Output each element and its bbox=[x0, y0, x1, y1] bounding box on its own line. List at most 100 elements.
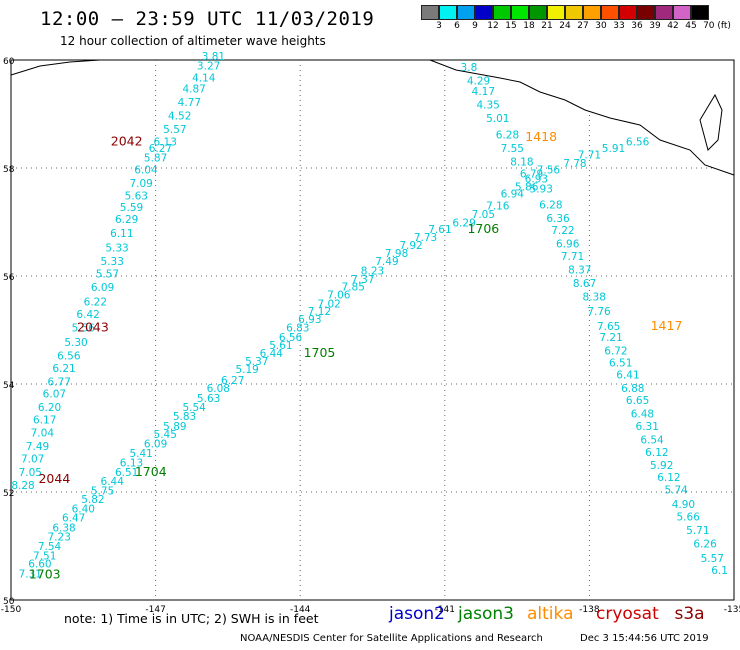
swh-value: 6.20 bbox=[38, 402, 61, 414]
scale-swatch bbox=[439, 5, 457, 20]
swh-value: 7.49 bbox=[26, 441, 49, 453]
scale-label: 33 bbox=[613, 21, 625, 31]
swh-value: 6.04 bbox=[134, 164, 158, 176]
swh-value: 6.28 bbox=[539, 200, 562, 212]
swh-value: 5.33 bbox=[101, 256, 124, 268]
swh-value: 7.06 bbox=[327, 290, 351, 302]
swh-value: 6.42 bbox=[76, 309, 99, 321]
swh-value: 7.65 bbox=[597, 321, 620, 333]
swh-value: 5.01 bbox=[486, 113, 509, 125]
swh-value: 8.23 bbox=[361, 265, 384, 277]
satellite-legend-cryosat: cryosat bbox=[596, 604, 659, 624]
scale-swatch bbox=[421, 5, 439, 20]
scale-swatch bbox=[673, 5, 691, 20]
footer-note: note: 1) Time is in UTC; 2) SWH is in fe… bbox=[64, 611, 319, 626]
lon-tick-label: -144 bbox=[290, 605, 311, 615]
swh-value: 5.30 bbox=[64, 337, 87, 349]
scale-swatch bbox=[601, 5, 619, 20]
scale-label: 36 bbox=[631, 21, 643, 31]
swh-value: 7.09 bbox=[129, 178, 152, 190]
timestamp-text: Dec 3 15:44:56 UTC 2019 bbox=[580, 633, 709, 644]
swh-value: 6.44 bbox=[101, 476, 125, 488]
swh-value: 8.67 bbox=[573, 278, 596, 290]
swh-value: 5.45 bbox=[154, 429, 177, 441]
swh-value: 4.29 bbox=[467, 75, 490, 87]
scale-label: 30 bbox=[595, 21, 607, 31]
swh-value: 7.12 bbox=[308, 306, 331, 318]
swh-value: 6.12 bbox=[657, 472, 680, 484]
swh-value: 5.75 bbox=[91, 486, 114, 498]
scale-swatch bbox=[637, 5, 655, 20]
swh-value: 6.08 bbox=[207, 383, 230, 395]
swh-value: 8.37 bbox=[568, 264, 591, 276]
swh-value: 3.8 bbox=[461, 62, 478, 74]
swh-value: 6.56 bbox=[279, 332, 303, 344]
swh-value: 6.54 bbox=[640, 434, 664, 446]
swh-value: 5.33 bbox=[105, 243, 128, 255]
swh-value: 6.38 bbox=[52, 522, 75, 534]
scale-label: 18 bbox=[523, 21, 535, 31]
scale-label: 6 bbox=[454, 21, 460, 31]
track-time-label: 1704 bbox=[135, 464, 167, 479]
swh-value: 6.29 bbox=[115, 214, 138, 226]
swh-value: 6.31 bbox=[636, 421, 659, 433]
track-time-label: 1706 bbox=[467, 221, 499, 236]
swh-value: 6.60 bbox=[28, 559, 51, 571]
satellite-legend-jason3: jason3 bbox=[458, 604, 514, 624]
swh-value: 6.13 bbox=[120, 458, 143, 470]
swh-value: 6.11 bbox=[110, 228, 133, 240]
swh-value: 7.23 bbox=[48, 532, 71, 544]
swh-value: 8.38 bbox=[583, 291, 606, 303]
alaska-coast bbox=[429, 59, 735, 176]
satellite-legend-altika: altika bbox=[527, 604, 574, 624]
lon-tick-label: -141 bbox=[435, 605, 455, 615]
swh-value: 6.09 bbox=[91, 282, 114, 294]
swh-value: 6.1 bbox=[711, 565, 728, 577]
swh-value: 5.83 bbox=[173, 411, 196, 423]
swh-value: 6.27 bbox=[221, 375, 244, 387]
swh-value: 6.26 bbox=[693, 539, 717, 551]
track-time-label: 2042 bbox=[111, 133, 143, 148]
swh-value: 7.71 bbox=[578, 149, 601, 161]
scale-label: 39 bbox=[649, 21, 661, 31]
swh-value: 6.28 bbox=[496, 129, 519, 141]
swh-value: 6.41 bbox=[616, 370, 639, 382]
swh-value: 4.35 bbox=[476, 100, 499, 112]
scale-swatch bbox=[565, 5, 583, 20]
lat-tick-label: 52 bbox=[3, 489, 14, 499]
scale-label: 15 bbox=[505, 21, 517, 31]
scale-swatch bbox=[691, 5, 709, 20]
swh-value: 5.82 bbox=[81, 494, 104, 506]
swh-value: 6.40 bbox=[72, 504, 95, 516]
swh-value: 7.21 bbox=[599, 332, 622, 344]
wave-height-color-scale bbox=[421, 5, 709, 20]
swh-value: 5.93 bbox=[530, 183, 553, 195]
swh-value: 3.81 bbox=[202, 51, 225, 63]
swh-value: 7.78 bbox=[563, 158, 586, 170]
swh-value: 6.22 bbox=[84, 297, 107, 309]
swh-value: 6.47 bbox=[62, 513, 85, 525]
swh-value: 5.56 bbox=[72, 323, 96, 335]
page-subtitle: 12 hour collection of altimeter wave hei… bbox=[60, 34, 326, 48]
swh-value: 7.54 bbox=[38, 541, 62, 553]
swh-value: 7.05 bbox=[472, 209, 495, 221]
swh-value: 7.37 bbox=[351, 274, 374, 286]
lon-tick-label: -150 bbox=[1, 605, 22, 615]
swh-value: 6.51 bbox=[115, 467, 138, 479]
scale-label: 3 bbox=[436, 21, 442, 31]
swh-value: 7.61 bbox=[428, 224, 451, 236]
scale-swatch bbox=[583, 5, 601, 20]
swh-value: 7.71 bbox=[561, 251, 584, 263]
swh-value: 7.16 bbox=[486, 201, 510, 213]
satellite-legend-jason2: jason2 bbox=[389, 604, 445, 624]
scale-swatch bbox=[511, 5, 529, 20]
swh-value: 5.41 bbox=[129, 448, 152, 460]
swh-value: 4.52 bbox=[168, 110, 191, 122]
scale-swatch bbox=[529, 5, 547, 20]
swh-value: 5.19 bbox=[235, 364, 258, 376]
swh-value: 5.63 bbox=[125, 190, 148, 202]
swh-value: 4.90 bbox=[672, 499, 695, 511]
swh-value: 6.48 bbox=[631, 408, 654, 420]
lat-tick-label: 54 bbox=[3, 381, 15, 391]
